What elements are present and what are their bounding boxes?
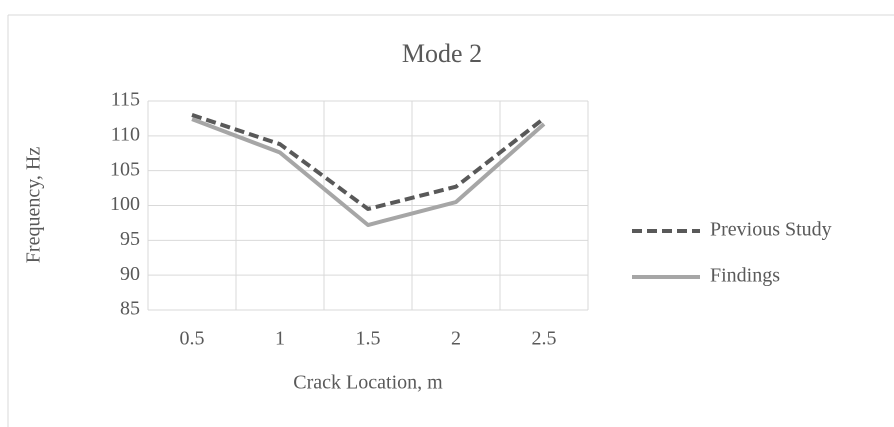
legend-label: Previous Study [710, 219, 832, 241]
y-tick-label: 105 [110, 158, 140, 180]
x-tick-label: 1 [275, 328, 285, 350]
x-tick-label: 0.5 [180, 328, 205, 350]
y-tick-label: 95 [120, 228, 140, 250]
x-axis-label: Crack Location, m [293, 372, 443, 394]
x-tick-label: 2 [451, 328, 461, 350]
y-tick-label: 115 [111, 89, 140, 111]
y-tick-label: 110 [111, 123, 140, 145]
y-axis-label: Frequency, Hz [23, 147, 45, 264]
series-line [191, 113, 546, 211]
y-tick-label: 85 [120, 298, 140, 320]
y-tick-label: 90 [120, 263, 140, 285]
series-line [191, 117, 546, 228]
legend-label: Findings [710, 265, 780, 287]
x-tick-label: 1.5 [356, 328, 381, 350]
x-tick-label: 2.5 [532, 328, 557, 350]
y-tick-label: 100 [110, 193, 140, 215]
chart-title: Mode 2 [402, 39, 482, 68]
